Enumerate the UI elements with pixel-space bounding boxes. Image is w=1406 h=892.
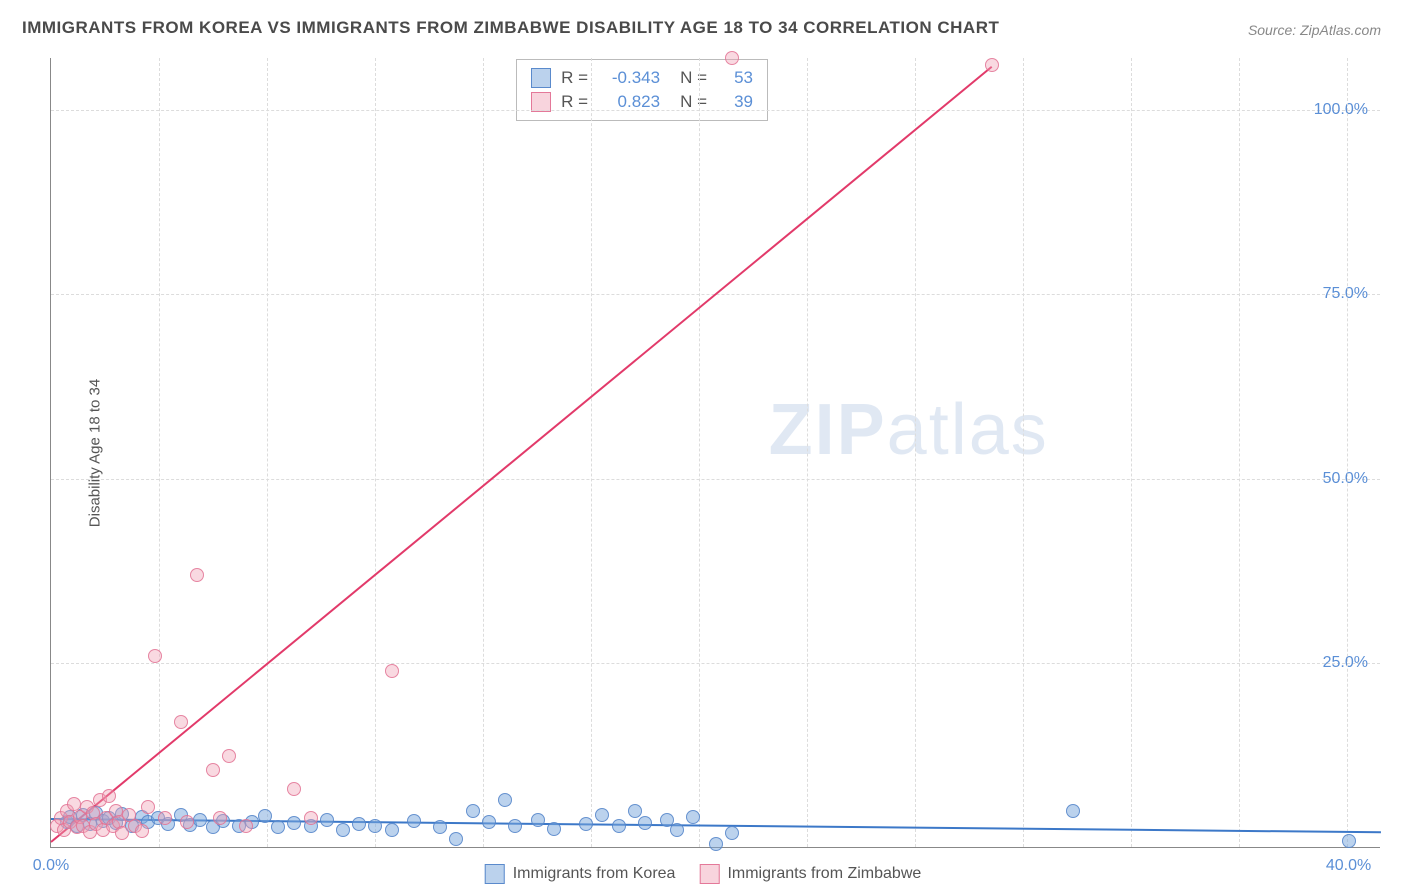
korea-point [352, 817, 366, 831]
zimbabwe-point [239, 819, 253, 833]
zimbabwe-point [206, 763, 220, 777]
gridline-horizontal [51, 110, 1380, 111]
korea-point [498, 793, 512, 807]
gridline-vertical [915, 58, 916, 847]
korea-point [1342, 834, 1356, 848]
zimbabwe-point [135, 824, 149, 838]
legend-swatch [699, 864, 719, 884]
zimbabwe-point [67, 797, 81, 811]
zimbabwe-point [158, 811, 172, 825]
legend-item: Immigrants from Korea [485, 864, 676, 884]
gridline-vertical [1131, 58, 1132, 847]
korea-point [287, 816, 301, 830]
gridline-vertical [807, 58, 808, 847]
gridline-vertical [375, 58, 376, 847]
korea-point [595, 808, 609, 822]
r-value: -0.343 [598, 68, 660, 88]
korea-point [686, 810, 700, 824]
zimbabwe-point [102, 789, 116, 803]
zimbabwe-point [148, 649, 162, 663]
korea-point [579, 817, 593, 831]
y-tick-label: 100.0% [1314, 101, 1368, 119]
zimbabwe-point [287, 782, 301, 796]
gridline-vertical [267, 58, 268, 847]
series-legend: Immigrants from Korea Immigrants from Zim… [485, 864, 922, 884]
korea-point [336, 823, 350, 837]
stats-legend-row: R = -0.343 N = 53 [531, 66, 753, 90]
zimbabwe-point [213, 811, 227, 825]
korea-point [508, 819, 522, 833]
legend-label: Immigrants from Korea [513, 865, 676, 883]
source-attribution: Source: ZipAtlas.com [1248, 22, 1381, 38]
gridline-vertical [591, 58, 592, 847]
correlation-chart: IMMIGRANTS FROM KOREA VS IMMIGRANTS FROM… [0, 0, 1406, 892]
zimbabwe-point [190, 568, 204, 582]
chart-title: IMMIGRANTS FROM KOREA VS IMMIGRANTS FROM… [22, 18, 999, 38]
korea-point [547, 822, 561, 836]
zimbabwe-point [304, 811, 318, 825]
legend-label: Immigrants from Zimbabwe [727, 865, 921, 883]
korea-point [433, 820, 447, 834]
korea-point [1066, 804, 1080, 818]
gridline-vertical [159, 58, 160, 847]
y-axis-title: Disability Age 18 to 34 [87, 378, 104, 526]
korea-point [449, 832, 463, 846]
r-label: R = [561, 68, 588, 88]
korea-point [482, 815, 496, 829]
zimbabwe-point [385, 664, 399, 678]
gridline-vertical [1023, 58, 1024, 847]
legend-swatch [531, 68, 551, 88]
x-tick-label: 0.0% [33, 857, 69, 875]
korea-point [725, 826, 739, 840]
korea-point [407, 814, 421, 828]
zimbabwe-point [141, 800, 155, 814]
legend-item: Immigrants from Zimbabwe [699, 864, 921, 884]
korea-point [628, 804, 642, 818]
korea-point [612, 819, 626, 833]
plot-area: Disability Age 18 to 34 ZIPatlas R = -0.3… [50, 58, 1380, 848]
zimbabwe-point [222, 749, 236, 763]
korea-point [531, 813, 545, 827]
korea-point [670, 823, 684, 837]
zimbabwe-point [985, 58, 999, 72]
x-tick-label: 40.0% [1326, 857, 1371, 875]
korea-point [638, 816, 652, 830]
korea-point [258, 809, 272, 823]
zimbabwe-point [174, 715, 188, 729]
n-label: N = [680, 68, 707, 88]
zimbabwe-point [115, 826, 129, 840]
watermark: ZIPatlas [769, 389, 1049, 471]
korea-point [320, 813, 334, 827]
gridline-vertical [699, 58, 700, 847]
korea-point [193, 813, 207, 827]
y-tick-label: 50.0% [1323, 470, 1368, 488]
stats-legend: R =-0.343N =53R =0.823N =39 [516, 59, 768, 121]
zimbabwe-trend-line [50, 66, 992, 843]
korea-point [709, 837, 723, 851]
korea-point [368, 819, 382, 833]
y-tick-label: 25.0% [1323, 654, 1368, 672]
legend-swatch [485, 864, 505, 884]
gridline-horizontal [51, 479, 1380, 480]
y-tick-label: 75.0% [1323, 285, 1368, 303]
korea-point [271, 820, 285, 834]
zimbabwe-point [725, 51, 739, 65]
gridline-vertical [1347, 58, 1348, 847]
zimbabwe-point [180, 815, 194, 829]
gridline-horizontal [51, 663, 1380, 664]
korea-point [385, 823, 399, 837]
gridline-vertical [483, 58, 484, 847]
n-value: 53 [717, 68, 753, 88]
korea-point [466, 804, 480, 818]
gridline-vertical [1239, 58, 1240, 847]
